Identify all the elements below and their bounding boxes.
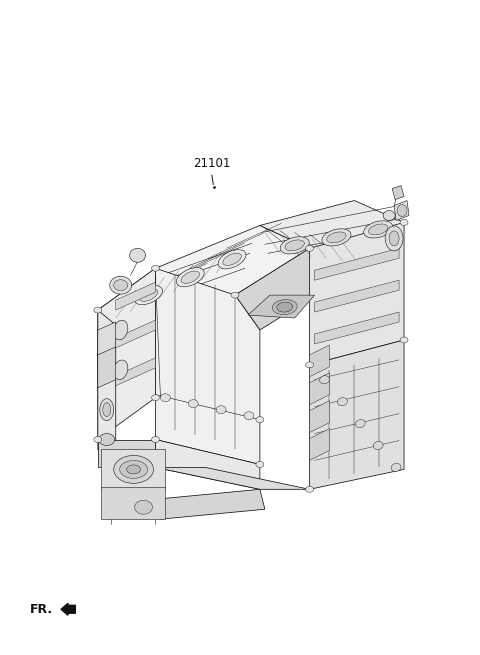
- Polygon shape: [98, 225, 310, 320]
- Polygon shape: [119, 457, 156, 479]
- Ellipse shape: [98, 351, 116, 379]
- Polygon shape: [260, 200, 404, 255]
- Ellipse shape: [277, 302, 293, 312]
- Polygon shape: [314, 280, 399, 312]
- Polygon shape: [98, 347, 116, 388]
- Ellipse shape: [188, 400, 198, 407]
- Polygon shape: [156, 489, 265, 519]
- Polygon shape: [310, 373, 329, 405]
- Ellipse shape: [306, 486, 313, 493]
- Ellipse shape: [322, 229, 351, 246]
- Ellipse shape: [152, 395, 159, 401]
- Ellipse shape: [113, 360, 128, 380]
- Ellipse shape: [134, 500, 153, 514]
- Ellipse shape: [181, 271, 200, 284]
- Ellipse shape: [110, 276, 132, 294]
- Ellipse shape: [256, 461, 264, 468]
- Polygon shape: [98, 310, 116, 464]
- Ellipse shape: [152, 436, 159, 443]
- Ellipse shape: [99, 434, 115, 445]
- Ellipse shape: [103, 403, 111, 417]
- Polygon shape: [101, 487, 166, 519]
- Polygon shape: [314, 312, 399, 344]
- Polygon shape: [116, 320, 156, 348]
- Polygon shape: [156, 468, 310, 489]
- Ellipse shape: [152, 265, 159, 271]
- Ellipse shape: [320, 376, 329, 384]
- Polygon shape: [101, 449, 166, 489]
- Ellipse shape: [327, 232, 346, 243]
- Ellipse shape: [130, 248, 145, 262]
- Ellipse shape: [272, 299, 297, 314]
- Ellipse shape: [127, 465, 141, 474]
- Text: 21101: 21101: [192, 157, 230, 170]
- Ellipse shape: [231, 292, 239, 298]
- Ellipse shape: [397, 204, 407, 216]
- Ellipse shape: [216, 405, 226, 414]
- Ellipse shape: [94, 436, 102, 443]
- Ellipse shape: [244, 411, 254, 420]
- Ellipse shape: [391, 463, 401, 472]
- Text: FR.: FR.: [30, 603, 53, 616]
- Ellipse shape: [285, 240, 304, 251]
- Ellipse shape: [160, 394, 170, 402]
- Ellipse shape: [223, 253, 241, 265]
- Ellipse shape: [306, 246, 313, 252]
- Polygon shape: [392, 185, 404, 200]
- Ellipse shape: [114, 280, 128, 291]
- Ellipse shape: [256, 417, 264, 422]
- Ellipse shape: [218, 250, 246, 269]
- Ellipse shape: [400, 219, 408, 225]
- Ellipse shape: [337, 398, 348, 405]
- Polygon shape: [98, 440, 156, 468]
- Polygon shape: [310, 428, 329, 460]
- Ellipse shape: [369, 224, 388, 235]
- Polygon shape: [116, 282, 156, 310]
- Polygon shape: [394, 200, 409, 221]
- Ellipse shape: [94, 307, 102, 313]
- Ellipse shape: [114, 455, 154, 483]
- Ellipse shape: [306, 362, 313, 368]
- Polygon shape: [235, 248, 339, 330]
- Ellipse shape: [120, 460, 147, 478]
- Polygon shape: [156, 269, 260, 464]
- Polygon shape: [310, 345, 329, 377]
- Polygon shape: [310, 401, 329, 432]
- Ellipse shape: [113, 320, 128, 340]
- Polygon shape: [98, 322, 116, 363]
- Ellipse shape: [364, 221, 393, 238]
- Polygon shape: [98, 269, 156, 440]
- Polygon shape: [116, 358, 156, 386]
- Ellipse shape: [100, 399, 114, 421]
- Polygon shape: [310, 340, 404, 489]
- Ellipse shape: [134, 286, 162, 305]
- Ellipse shape: [102, 356, 112, 374]
- Ellipse shape: [355, 420, 365, 428]
- Ellipse shape: [385, 226, 403, 251]
- FancyArrow shape: [61, 603, 75, 615]
- Polygon shape: [310, 223, 404, 365]
- Polygon shape: [156, 440, 260, 489]
- Ellipse shape: [383, 210, 395, 221]
- Ellipse shape: [373, 441, 383, 449]
- Polygon shape: [248, 295, 314, 318]
- Ellipse shape: [400, 337, 408, 343]
- Ellipse shape: [389, 231, 399, 246]
- Polygon shape: [314, 248, 399, 280]
- Ellipse shape: [139, 289, 158, 301]
- Ellipse shape: [176, 268, 204, 287]
- Ellipse shape: [280, 236, 309, 254]
